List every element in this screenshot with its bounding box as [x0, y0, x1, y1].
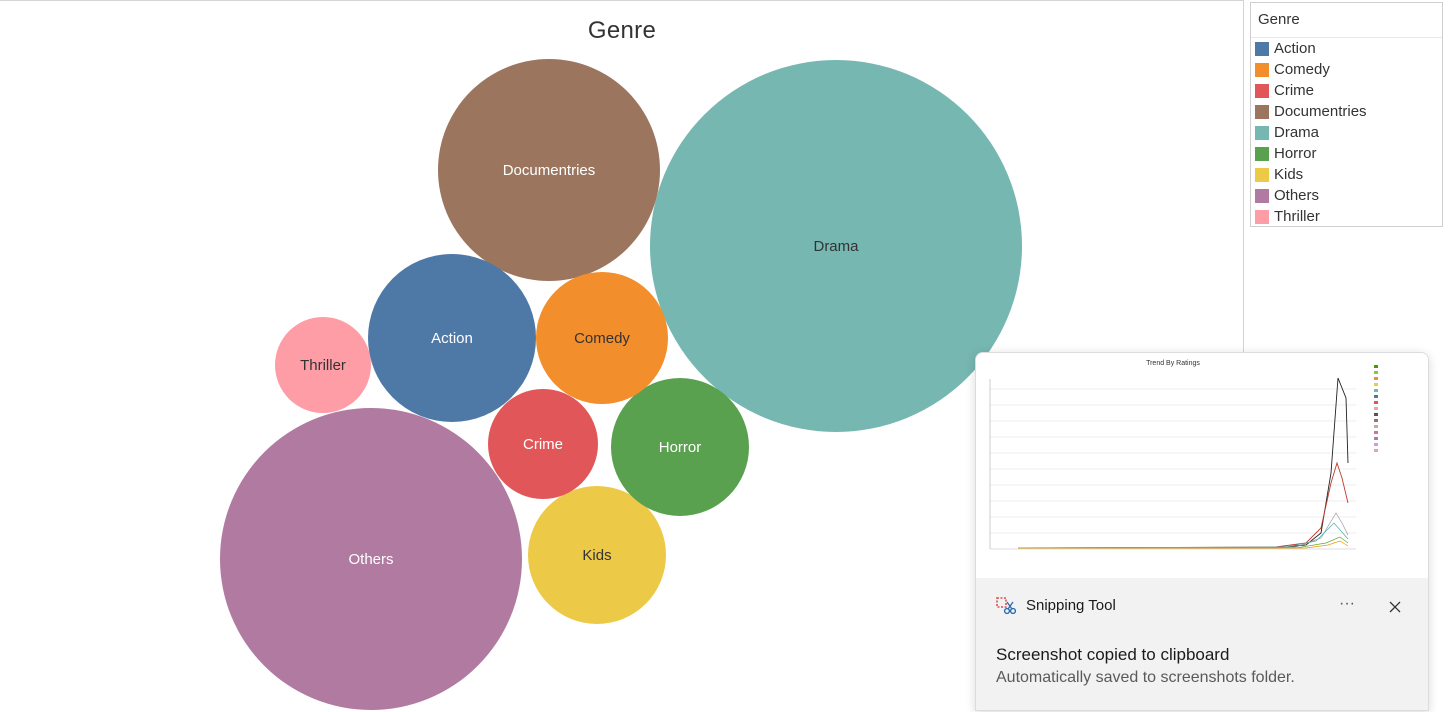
legend-swatch — [1255, 146, 1269, 161]
legend-item-kids[interactable]: Kids — [1251, 164, 1442, 185]
bubble-drama[interactable] — [650, 60, 1022, 432]
thumbnail-line-orange — [1018, 540, 1349, 549]
bubble-label-drama: Drama — [813, 238, 859, 255]
legend-label: Others — [1274, 187, 1320, 204]
bubble-label-action: Action — [431, 330, 473, 347]
bubble-chart-svg: Drama Others Documentries Action Kids Horror C… — [220, 59, 1022, 710]
notification-submessage: Automatically saved to screenshots folde… — [996, 669, 1295, 686]
legend-items: Action Comedy Crime Documentries Drama Horror… — [1251, 38, 1442, 227]
bubble-label-crime: Crime — [523, 436, 563, 453]
thumbnail-image: Trend By Ratings — [976, 353, 1428, 578]
legend-label: Action — [1274, 40, 1316, 57]
legend-item-documentries[interactable]: Documentries — [1251, 101, 1442, 122]
legend-swatch — [1255, 125, 1269, 140]
legend-label: Thriller — [1274, 208, 1320, 225]
legend-swatch — [1255, 209, 1269, 224]
bubble-action[interactable] — [368, 254, 536, 422]
thumbnail-title: Trend By Ratings — [1146, 360, 1200, 367]
bubble-thriller[interactable] — [275, 317, 371, 413]
thumbnail-line-red — [1017, 461, 1349, 549]
legend-label: Crime — [1274, 82, 1314, 99]
close-icon — [1389, 601, 1401, 613]
screenshot-thumbnail[interactable]: Trend By Ratings — [976, 353, 1428, 578]
legend-title: Genre — [1251, 3, 1442, 38]
legend-swatch — [1255, 167, 1269, 182]
bubble-documentries[interactable] — [438, 59, 660, 281]
notification-message: Screenshot copied to clipboard — [996, 645, 1230, 664]
legend-item-crime[interactable]: Crime — [1251, 80, 1442, 101]
bubble-kids[interactable] — [528, 486, 666, 624]
more-options-button[interactable]: ··· — [1339, 595, 1355, 612]
legend-item-drama[interactable]: Drama — [1251, 122, 1442, 143]
legend-item-comedy[interactable]: Comedy — [1251, 59, 1442, 80]
bubble-others[interactable] — [220, 408, 522, 710]
app-name: Snipping Tool — [1026, 597, 1116, 614]
legend-item-thriller[interactable]: Thriller — [1251, 206, 1442, 227]
thumbnail-line-teal — [1017, 522, 1349, 549]
genre-legend: Genre Action Comedy Crime Documentries Drama… — [1250, 2, 1443, 227]
bubble-comedy[interactable] — [536, 272, 668, 404]
close-button[interactable] — [1382, 594, 1408, 620]
bubble-label-comedy: Comedy — [574, 330, 630, 347]
legend-swatch — [1255, 188, 1269, 203]
chart-title: Genre — [587, 17, 657, 44]
legend-swatch — [1255, 41, 1269, 56]
bubble-label-thriller: Thriller — [300, 357, 346, 374]
bubble-label-others: Others — [348, 551, 393, 568]
legend-swatch — [1255, 104, 1269, 119]
legend-label: Kids — [1274, 166, 1304, 183]
bubble-label-horror: Horror — [659, 439, 702, 456]
snipping-tool-notification[interactable]: Trend By Ratings — [975, 352, 1429, 711]
notification-header: Snipping Tool ··· — [976, 591, 1428, 623]
bubble-crime[interactable] — [488, 389, 598, 499]
legend-label: Horror — [1274, 145, 1317, 162]
snipping-tool-icon — [996, 597, 1017, 617]
thumbnail-line-black — [1018, 377, 1349, 549]
legend-label: Comedy — [1274, 61, 1330, 78]
legend-item-action[interactable]: Action — [1251, 38, 1442, 59]
legend-item-horror[interactable]: Horror — [1251, 143, 1442, 164]
legend-label: Drama — [1274, 124, 1320, 141]
legend-label: Documentries — [1274, 103, 1367, 120]
bubble-label-documentries: Documentries — [503, 162, 596, 179]
legend-swatch — [1255, 62, 1269, 77]
legend-item-others[interactable]: Others — [1251, 185, 1442, 206]
legend-swatch — [1255, 83, 1269, 98]
bubble-horror[interactable] — [611, 378, 749, 516]
bubble-label-kids: Kids — [582, 547, 611, 564]
